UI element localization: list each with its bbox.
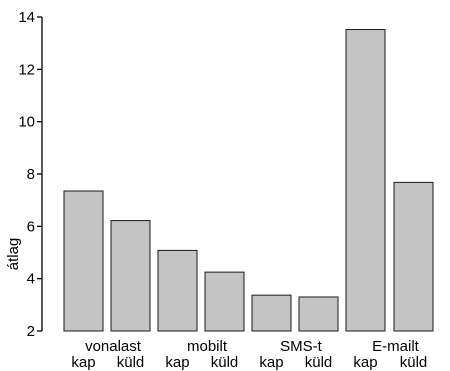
bar-vonalast-kap [63,190,104,332]
group-label: mobilt [187,338,228,355]
x-tick-label: kap [165,354,189,371]
x-tick-label: küld [400,354,428,371]
bar-SMS-t-kap [251,294,292,332]
bars [63,29,434,332]
x-tick-label: küld [305,354,333,371]
y-axis-label: átlag [5,238,22,271]
y-tick-label: 6 [27,218,35,235]
y-tick-label: 4 [27,271,35,288]
x-tick-label: küld [211,354,239,371]
group-label: E-mailt [372,338,420,355]
y-tick-label: 2 [27,323,35,340]
group-label: SMS-t [280,338,323,355]
bar-SMS-t-küld [298,296,339,332]
y-tick-label: 14 [18,9,35,26]
group-label: vonalast [85,338,142,355]
x-tick-label: kap [353,354,377,371]
bar-mobilt-kap [157,249,198,332]
bar-vonalast-küld [110,220,151,332]
y-tick-label: 10 [18,114,35,131]
bar-E-mailt-küld [393,181,434,332]
x-tick-label: kap [259,354,283,371]
y-tick-label: 8 [27,166,35,183]
y-axis: 2 4 6 8 10 12 14 [18,9,43,340]
x-tick-label: küld [117,354,145,371]
bar-mobilt-küld [204,271,245,332]
bar-E-mailt-kap [345,29,386,332]
y-tick-label: 12 [18,61,35,78]
x-tick-label: kap [71,354,95,371]
